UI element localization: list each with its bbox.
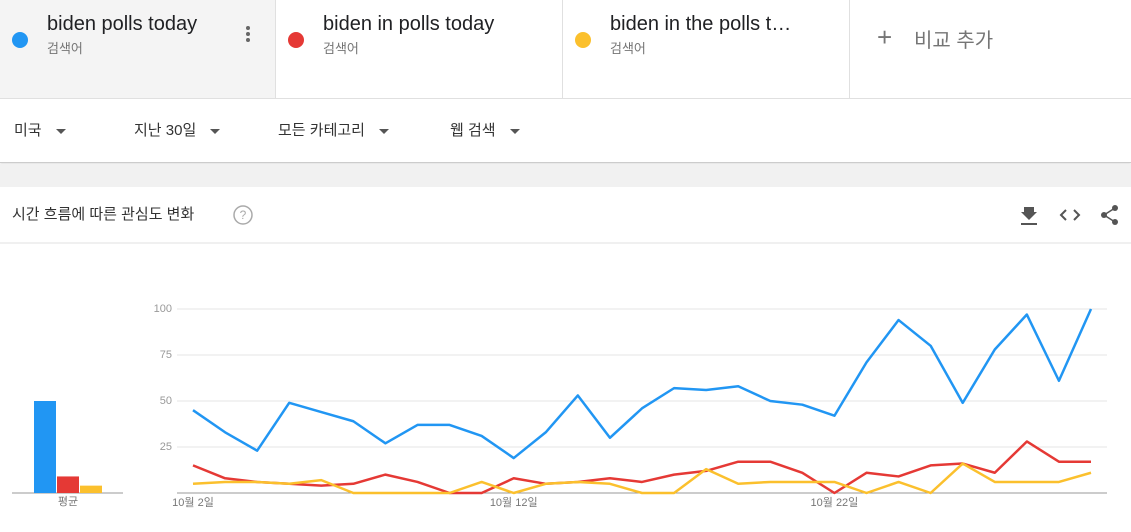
plus-icon: +: [877, 22, 893, 52]
term-color: [12, 32, 28, 48]
filter[interactable]: 지난 30일: [134, 119, 220, 140]
y-tick-label: 50: [160, 395, 172, 407]
filter-bar: 미국 지난 30일 모든 카테고리 웹 검색: [0, 99, 1131, 163]
download-icon[interactable]: [1021, 207, 1037, 225]
term-name: biden in the polls t…: [610, 13, 792, 35]
y-tick-label: 25: [160, 441, 172, 453]
average-bar: [34, 401, 56, 493]
spacer: [0, 164, 1131, 187]
x-tick-label: 10월 22일: [811, 495, 859, 509]
filter[interactable]: 웹 검색: [450, 119, 520, 140]
svg-text:?: ?: [240, 208, 247, 222]
more-icon[interactable]: [240, 24, 256, 44]
term-color: [288, 32, 304, 48]
filter[interactable]: 모든 카테고리: [278, 119, 389, 140]
chart-card: 시간 흐름에 따른 관심도 변화 ? 25 50 75 100 10월 2일 10월 12…: [0, 187, 1131, 527]
add-label: 비교 추가: [914, 30, 994, 52]
filter[interactable]: 미국: [14, 119, 66, 140]
term-type: 검색어: [610, 41, 646, 56]
series-line: [192, 440, 1091, 495]
term-type: 검색어: [47, 41, 83, 56]
average-bar: [57, 476, 79, 493]
term-type: 검색어: [323, 41, 359, 56]
average-bar: [80, 485, 102, 493]
term-tab[interactable]: biden in polls today 검색어: [276, 0, 563, 98]
term-name: biden in polls today: [323, 13, 495, 35]
compare-bar: biden polls today 검색어 biden in polls tod…: [0, 0, 1131, 99]
term-name: biden polls today: [47, 13, 198, 35]
chart-title: 시간 흐름에 따른 관심도 변화: [12, 206, 194, 223]
term-tab[interactable]: biden polls today 검색어: [0, 0, 276, 98]
term-tab[interactable]: biden in the polls t… 검색어: [563, 0, 850, 98]
embed-icon[interactable]: [1059, 209, 1081, 221]
y-tick-label: 75: [160, 349, 172, 361]
x-tick-label: 10월 12일: [490, 495, 538, 509]
series-line: [192, 462, 1092, 495]
add-compare[interactable]: + 비교 추가: [850, 0, 1131, 98]
series-line: [192, 308, 1093, 460]
help-icon[interactable]: ?: [233, 205, 253, 225]
average-label: 평균: [58, 495, 78, 508]
y-tick-label: 100: [154, 303, 172, 315]
chart: 시간 흐름에 따른 관심도 변화 ? 25 50 75 100 10월 2일 10월 12…: [0, 205, 1131, 509]
term-color: [575, 32, 591, 48]
share-icon[interactable]: [1101, 205, 1118, 225]
x-tick-label: 10월 2일: [172, 495, 214, 509]
